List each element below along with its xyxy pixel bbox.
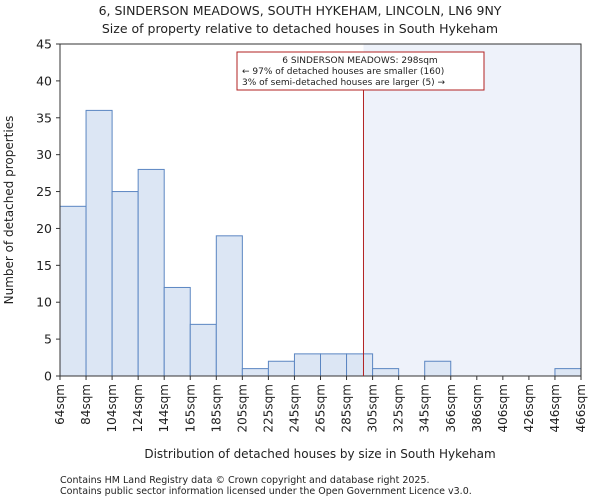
x-tick-label: 406sqm (496, 384, 510, 432)
x-tick-label: 426sqm (522, 384, 536, 432)
x-tick-label: 225sqm (261, 384, 275, 432)
bar (111, 191, 139, 377)
bar (554, 368, 582, 377)
annotation-box: 6 SINDERSON MEADOWS: 298sqm ← 97% of det… (236, 51, 485, 91)
y-tick-label: 35 (36, 110, 52, 125)
x-tick-label: 285sqm (340, 384, 354, 432)
y-tick-label: 5 (44, 332, 52, 347)
larger-region-highlight (363, 44, 581, 376)
x-tick-label: 345sqm (418, 384, 432, 432)
y-axis-label: Number of detached properties (2, 116, 16, 305)
bar (320, 353, 348, 377)
y-tick-label: 10 (36, 295, 52, 310)
x-tick-label: 165sqm (183, 384, 197, 432)
annotation-line-2: ← 97% of detached houses are smaller (16… (242, 67, 444, 77)
y-tick-label: 40 (36, 73, 52, 88)
x-tick-label: 466sqm (574, 384, 588, 432)
bars-group (59, 109, 582, 377)
chart-subtitle: Size of property relative to detached ho… (102, 21, 498, 36)
y-axis: 0 5 10 15 20 25 30 35 40 45 (36, 37, 60, 384)
y-tick-label: 20 (36, 221, 52, 236)
bar (85, 109, 113, 377)
x-tick-label: 446sqm (548, 384, 562, 432)
plot-frame (59, 43, 582, 377)
bar (293, 353, 322, 377)
bar (424, 360, 452, 377)
bar (215, 235, 243, 377)
x-tick-label: 366sqm (444, 384, 458, 432)
bar (59, 205, 87, 377)
x-tick-label: 144sqm (157, 384, 171, 432)
x-tick-label: 245sqm (287, 384, 301, 432)
x-tick-label: 205sqm (235, 384, 249, 432)
y-tick-label: 30 (36, 147, 52, 162)
y-tick-label: 15 (36, 258, 52, 273)
y-tick-label: 25 (36, 184, 52, 199)
bar (241, 368, 269, 377)
bar (267, 360, 295, 377)
x-tick-label: 265sqm (314, 384, 328, 432)
x-axis-label: Distribution of detached houses by size … (144, 447, 495, 461)
x-tick-label: 185sqm (209, 384, 223, 432)
bar (137, 168, 165, 377)
annotation-line-3: 3% of semi-detached houses are larger (5… (242, 78, 446, 88)
y-tick-label: 45 (36, 37, 52, 52)
x-tick-label: 386sqm (470, 384, 484, 432)
bar (346, 353, 374, 377)
x-tick-label: 124sqm (131, 384, 145, 432)
x-axis: 64sqm 84sqm 104sqm 124sqm 144sqm 165sqm 185sqm… (53, 376, 588, 432)
y-tick-label: 0 (44, 369, 52, 384)
x-tick-label: 64sqm (53, 384, 67, 425)
x-tick-label: 305sqm (366, 384, 380, 432)
bar (189, 323, 217, 377)
x-tick-label: 325sqm (392, 384, 406, 432)
footer-line-1: Contains HM Land Registry data © Crown c… (60, 475, 430, 486)
bar (163, 286, 191, 377)
bar (372, 368, 400, 377)
annotation-line-1: 6 SINDERSON MEADOWS: 298sqm (282, 56, 437, 66)
x-tick-label: 104sqm (105, 384, 119, 432)
footer-line-2: Contains public sector information licen… (60, 486, 472, 497)
x-tick-label: 84sqm (79, 384, 93, 425)
chart-title: 6, SINDERSON MEADOWS, SOUTH HYKEHAM, LIN… (99, 3, 502, 18)
